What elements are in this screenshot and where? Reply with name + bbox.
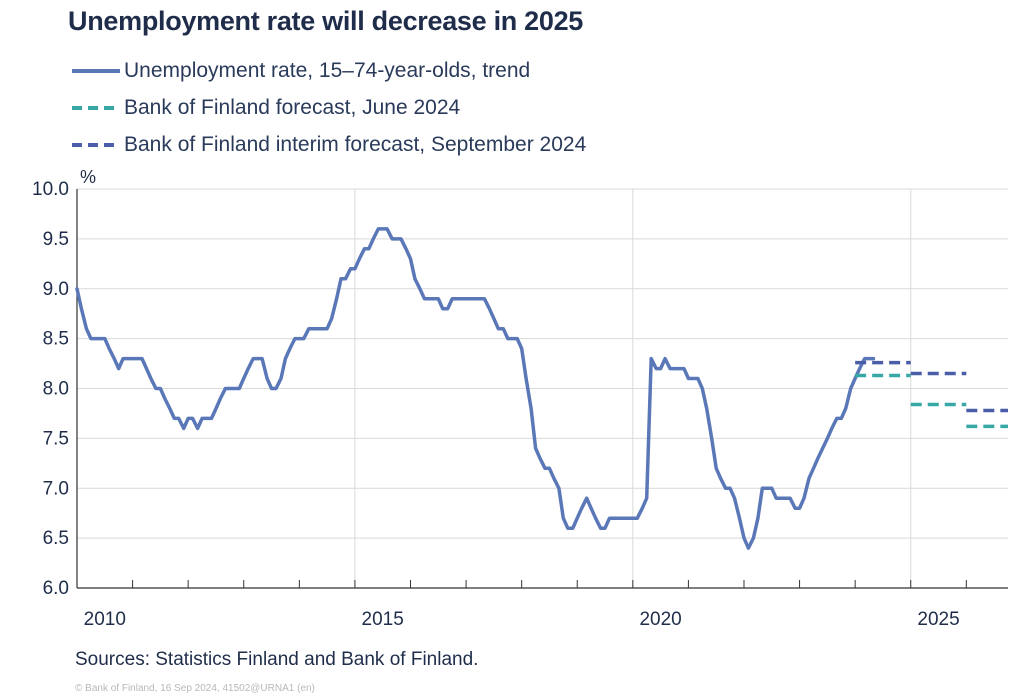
x-tick-label: 2015 [362,609,404,630]
y-tick-label: 6.5 [43,528,69,549]
x-tick-label: 2010 [84,609,126,630]
chart-title: Unemployment rate will decrease in 2025 [68,6,584,36]
legend-swatch-trend [72,68,120,73]
legend-label-trend: Unemployment rate, 15–74-year-olds, tren… [124,58,531,82]
y-tick-label: 8.5 [43,329,69,350]
y-tick-label: 6.0 [43,578,69,599]
y-tick-label: 7.0 [43,478,69,499]
chart-series [75,227,1008,550]
source-note: Sources: Statistics Finland and Bank of … [75,649,479,670]
y-tick-label: 9.0 [43,279,69,300]
y-tick-label: 7.5 [43,428,69,449]
legend-item-trend: Unemployment rate, 15–74-year-olds, tren… [72,52,586,89]
unemployment-chart: 6.0 6.5 7.0 7.5 8.0 8.5 9.0 9.5 10.0 2010 2015 2020… [32,167,1008,630]
legend-swatch-september-forecast [72,142,120,147]
y-tick-label: 10.0 [32,179,69,200]
copyright-note: © Bank of Finland, 16 Sep 2024, 41502@UR… [75,683,315,694]
chart-grid [77,188,1008,588]
chart-axes [76,189,1008,589]
chart-legend: Unemployment rate, 15–74-year-olds, tren… [72,52,586,163]
y-tick-label: 8.0 [43,379,69,400]
legend-item-june-forecast: Bank of Finland forecast, June 2024 [72,89,586,126]
y-tick-label: 9.5 [43,229,69,250]
legend-swatch-june-forecast [72,105,120,110]
x-tick-label: 2020 [639,609,681,630]
chart-tick-labels: 6.0 6.5 7.0 7.5 8.0 8.5 9.0 9.5 10.0 2010 2015 2020… [32,179,960,630]
y-axis-unit-label: % [80,167,96,187]
legend-label-september-forecast: Bank of Finland interim forecast, Septem… [124,132,587,156]
legend-item-september-forecast: Bank of Finland interim forecast, Septem… [72,126,586,163]
x-tick-label: 2025 [917,609,959,630]
legend-label-june-forecast: Bank of Finland forecast, June 2024 [124,95,461,119]
series-line-trend [75,227,876,550]
